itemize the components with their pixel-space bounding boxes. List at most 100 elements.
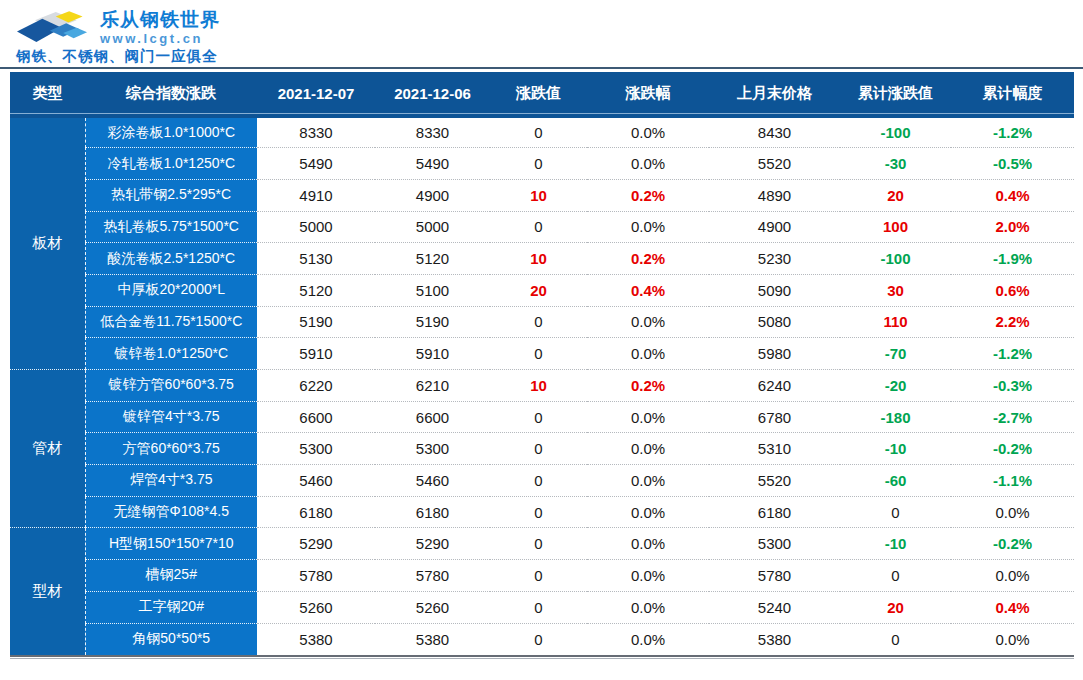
change-pct-cell: 0.2%	[587, 243, 709, 275]
column-header-date2: 2021-12-06	[375, 72, 490, 116]
price-date2-cell: 5300	[375, 433, 490, 465]
table-bottom-rule	[10, 655, 1074, 660]
price-date1-cell: 4910	[257, 179, 375, 211]
product-name-cell: 无缝钢管Φ108*4.5	[85, 496, 257, 528]
cum-change-pct-cell: -1.2%	[951, 116, 1074, 148]
table-header: 类型 综合指数涨跌 2021-12-07 2021-12-06 涨跌值 涨跌幅 …	[10, 72, 1074, 116]
cum-change-value-cell: -100	[840, 116, 951, 148]
price-table: 类型 综合指数涨跌 2021-12-07 2021-12-06 涨跌值 涨跌幅 …	[10, 72, 1074, 655]
column-header-change-pct: 涨跌幅	[587, 72, 709, 116]
table-row: 管材镀锌方管60*60*3.7562206210100.2%6240-20-0.…	[10, 370, 1074, 402]
change-pct-cell: 0.2%	[587, 179, 709, 211]
table-body: 板材彩涂卷板1.0*1000*C8330833000.0%8430-100-1.…	[10, 116, 1074, 655]
price-date2-cell: 5100	[375, 274, 490, 306]
change-value-cell: 0	[490, 496, 587, 528]
change-pct-cell: 0.0%	[587, 560, 709, 592]
product-name-cell: 角钢50*50*5	[85, 623, 257, 655]
change-pct-cell: 0.0%	[587, 623, 709, 655]
product-name-cell: 焊管4寸*3.75	[85, 465, 257, 497]
change-value-cell: 10	[490, 179, 587, 211]
price-date2-cell: 5780	[375, 560, 490, 592]
column-header-cum-change-pct: 累计幅度	[951, 72, 1074, 116]
change-pct-cell: 0.0%	[587, 306, 709, 338]
prev-month-price-cell: 5080	[709, 306, 840, 338]
price-date1-cell: 6180	[257, 496, 375, 528]
change-value-cell: 10	[490, 370, 587, 402]
change-value-cell: 0	[490, 528, 587, 560]
price-date1-cell: 6220	[257, 370, 375, 402]
cum-change-pct-cell: -1.2%	[951, 338, 1074, 370]
price-date1-cell: 5000	[257, 211, 375, 243]
price-date2-cell: 6600	[375, 401, 490, 433]
brand-title: 乐从钢铁世界	[100, 7, 220, 33]
price-date1-cell: 5120	[257, 274, 375, 306]
type-group-cell: 型材	[10, 528, 85, 655]
change-value-cell: 0	[490, 623, 587, 655]
column-header-change-value: 涨跌值	[490, 72, 587, 116]
cum-change-pct-cell: -1.9%	[951, 243, 1074, 275]
product-name-cell: 热轧卷板5.75*1500*C	[85, 211, 257, 243]
table-row: 中厚板20*2000*L51205100200.4%5090300.6%	[10, 274, 1074, 306]
cum-change-value-cell: -70	[840, 338, 951, 370]
prev-month-price-cell: 6780	[709, 401, 840, 433]
table-row: 冷轧卷板1.0*1250*C5490549000.0%5520-30-0.5%	[10, 148, 1074, 180]
type-group-cell: 板材	[10, 116, 85, 370]
table-row: 无缝钢管Φ108*4.56180618000.0%618000.0%	[10, 496, 1074, 528]
price-date1-cell: 5290	[257, 528, 375, 560]
product-name-cell: 中厚板20*2000*L	[85, 274, 257, 306]
cum-change-pct-cell: -2.7%	[951, 401, 1074, 433]
column-header-index: 综合指数涨跌	[85, 72, 257, 116]
cum-change-pct-cell: -0.2%	[951, 528, 1074, 560]
cum-change-pct-cell: -0.5%	[951, 148, 1074, 180]
cum-change-value-cell: -10	[840, 433, 951, 465]
prev-month-price-cell: 5980	[709, 338, 840, 370]
prev-month-price-cell: 8430	[709, 116, 840, 148]
product-name-cell: 镀锌方管60*60*3.75	[85, 370, 257, 402]
prev-month-price-cell: 6240	[709, 370, 840, 402]
table-row: 热轧带钢2.5*295*C49104900100.2%4890200.4%	[10, 179, 1074, 211]
product-name-cell: 冷轧卷板1.0*1250*C	[85, 148, 257, 180]
type-group-cell: 管材	[10, 370, 85, 528]
price-date2-cell: 5910	[375, 338, 490, 370]
change-pct-cell: 0.2%	[587, 370, 709, 402]
brand-url[interactable]: www.lcgt.cn	[100, 31, 203, 46]
change-pct-cell: 0.4%	[587, 274, 709, 306]
prev-month-price-cell: 5090	[709, 274, 840, 306]
price-date2-cell: 4900	[375, 179, 490, 211]
table-row: 板材彩涂卷板1.0*1000*C8330833000.0%8430-100-1.…	[10, 116, 1074, 148]
table-row: 焊管4寸*3.755460546000.0%5520-60-1.1%	[10, 465, 1074, 497]
cum-change-value-cell: -100	[840, 243, 951, 275]
change-value-cell: 0	[490, 591, 587, 623]
prev-month-price-cell: 5520	[709, 465, 840, 497]
change-pct-cell: 0.0%	[587, 211, 709, 243]
change-value-cell: 0	[490, 433, 587, 465]
change-value-cell: 0	[490, 116, 587, 148]
change-pct-cell: 0.0%	[587, 465, 709, 497]
cum-change-pct-cell: 2.0%	[951, 211, 1074, 243]
price-date1-cell: 5460	[257, 465, 375, 497]
prev-month-price-cell: 4890	[709, 179, 840, 211]
prev-month-price-cell: 5240	[709, 591, 840, 623]
cum-change-value-cell: -180	[840, 401, 951, 433]
change-value-cell: 0	[490, 211, 587, 243]
product-name-cell: 槽钢25#	[85, 560, 257, 592]
cum-change-value-cell: -20	[840, 370, 951, 402]
cum-change-value-cell: 20	[840, 179, 951, 211]
cum-change-pct-cell: 0.0%	[951, 496, 1074, 528]
cum-change-value-cell: 100	[840, 211, 951, 243]
price-date2-cell: 5290	[375, 528, 490, 560]
change-pct-cell: 0.0%	[587, 338, 709, 370]
column-header-prev-month-price: 上月末价格	[709, 72, 840, 116]
product-name-cell: 方管60*60*3.75	[85, 433, 257, 465]
product-name-cell: H型钢150*150*7*10	[85, 528, 257, 560]
product-name-cell: 工字钢20#	[85, 591, 257, 623]
price-date1-cell: 5260	[257, 591, 375, 623]
change-pct-cell: 0.0%	[587, 401, 709, 433]
cum-change-pct-cell: -1.1%	[951, 465, 1074, 497]
change-value-cell: 0	[490, 306, 587, 338]
product-name-cell: 热轧带钢2.5*295*C	[85, 179, 257, 211]
cum-change-value-cell: -60	[840, 465, 951, 497]
change-value-cell: 0	[490, 560, 587, 592]
price-date1-cell: 5910	[257, 338, 375, 370]
cum-change-pct-cell: 0.4%	[951, 179, 1074, 211]
